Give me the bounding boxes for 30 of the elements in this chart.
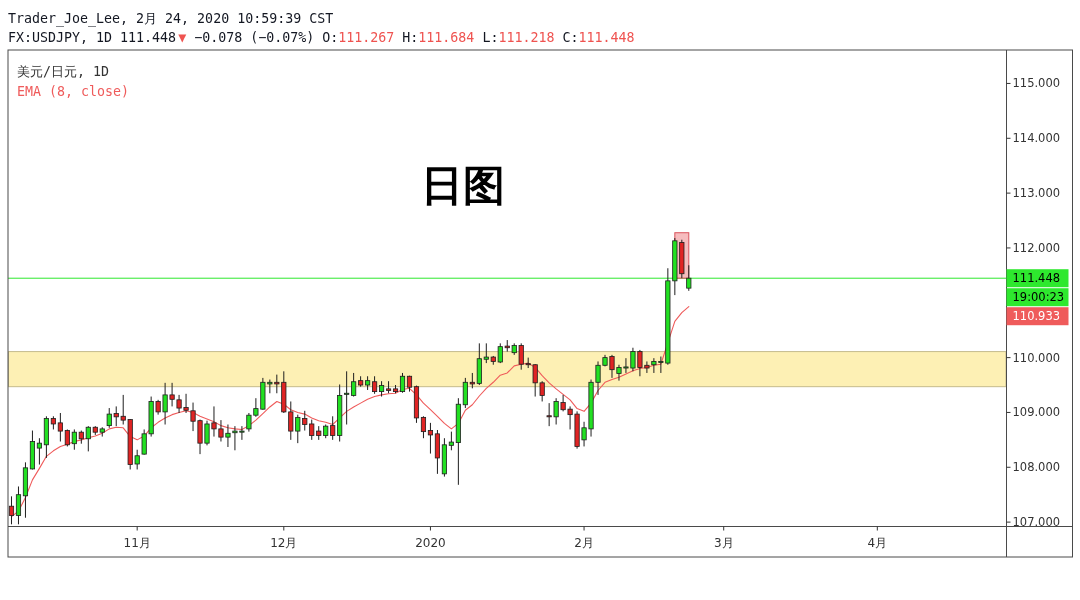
- text: C:: [562, 29, 579, 45]
- y-tick-label: 112.000: [1012, 240, 1061, 255]
- y-tick-label: 113.000: [1012, 186, 1061, 201]
- legend: EMA (8, close): [17, 83, 130, 99]
- ref-line-label: 111.448: [1012, 271, 1061, 286]
- x-tick-label: 2月: [574, 535, 594, 550]
- text: FX:USDJPY, 1D 111.448: [8, 29, 177, 45]
- text: 美元/日元, 1D: [17, 63, 110, 79]
- text: L:: [482, 29, 499, 45]
- y-tick-label: 110.000: [1012, 350, 1061, 365]
- text: 日图: [421, 160, 506, 210]
- text: O:: [322, 29, 339, 45]
- text: H:: [402, 29, 419, 45]
- x-tick-label: 4月: [867, 535, 888, 550]
- text: −0.078 (−0.07%): [194, 29, 315, 45]
- y-tick-label: 108.000: [1012, 460, 1061, 475]
- text: 111.448: [578, 29, 635, 45]
- y-tick-label: 115.000: [1012, 76, 1061, 91]
- x-tick-label: 3月: [713, 535, 734, 550]
- x-tick-label: 2020: [415, 535, 446, 550]
- text: ▼: [178, 29, 187, 45]
- x-tick-label: 11月: [123, 535, 151, 550]
- y-tick-label: 109.000: [1012, 405, 1061, 420]
- text: Trader_Joe_Lee, 2月 24, 2020 10:59:39 CST: [8, 10, 334, 27]
- text: 111.218: [498, 29, 555, 45]
- y-tick-label: 107.000: [1012, 515, 1061, 530]
- text: 111.684: [418, 29, 475, 45]
- text: 111.267: [338, 29, 395, 45]
- x-tick-label: 12月: [270, 535, 298, 550]
- y-tick-label: 114.000: [1012, 131, 1061, 146]
